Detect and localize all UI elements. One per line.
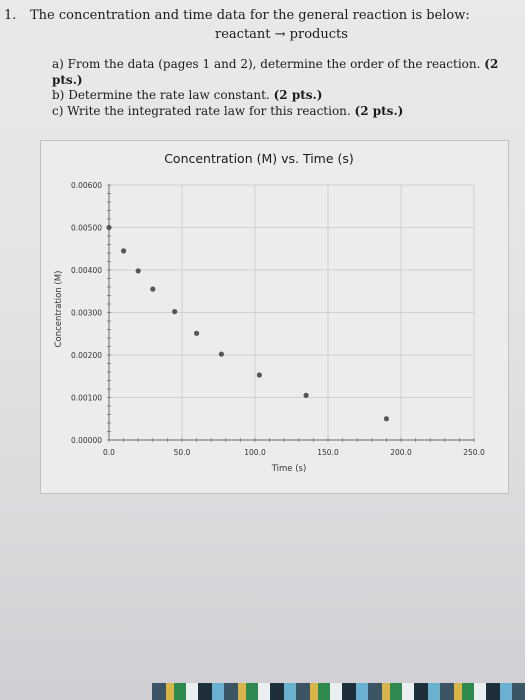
- reaction-equation: reactant → products: [215, 27, 348, 42]
- y-axis-label: Concentration (M): [54, 271, 64, 348]
- x-tick-label: 250.0: [463, 448, 485, 457]
- scatter-chart: Concentration (M) vs. Time (s) 0.00000 0.…: [40, 140, 509, 494]
- data-point: [383, 416, 389, 422]
- axes: [107, 184, 475, 442]
- data-point: [150, 286, 156, 292]
- x-tick-label: 200.0: [390, 448, 412, 457]
- data-point: [218, 351, 225, 357]
- y-tick-label: 0.00200: [71, 351, 102, 360]
- part-a: a) From the data (pages 1 and 2), determ…: [52, 57, 499, 87]
- question-intro: The concentration and time data for the …: [30, 8, 470, 23]
- y-tick-label: 0.00300: [71, 309, 102, 318]
- y-tick-label: 0.00000: [71, 436, 102, 445]
- x-tick-label: 0.0: [103, 448, 115, 457]
- y-tick-label: 0.00600: [71, 181, 102, 190]
- tick-labels: 0.00000 0.00100 0.00200 0.00300 0.00400 0.005…: [71, 181, 485, 457]
- grid-lines: [108, 184, 475, 441]
- x-axis-label: Time (s): [271, 464, 307, 474]
- data-point: [194, 330, 200, 336]
- desk-edge-strip: [152, 683, 525, 700]
- part-b: b) Determine the rate law constant. (2 p…: [52, 88, 323, 102]
- x-tick-label: 50.0: [174, 448, 191, 457]
- data-point: [121, 248, 127, 254]
- data-point: [172, 309, 178, 315]
- x-tick-label: 150.0: [317, 448, 339, 457]
- chart-title: Concentration (M) vs. Time (s): [164, 151, 354, 166]
- question-number: 1.: [4, 8, 17, 23]
- y-tick-label: 0.00500: [71, 224, 102, 233]
- data-point: [256, 372, 262, 378]
- data-point: [135, 268, 141, 274]
- question-parts: a) From the data (pages 1 and 2), determ…: [52, 57, 525, 119]
- data-points: [106, 224, 389, 422]
- part-c: c) Write the integrated rate law for thi…: [52, 103, 404, 118]
- data-point: [303, 392, 309, 398]
- y-tick-label: 0.00100: [71, 394, 102, 403]
- data-point: [106, 224, 112, 231]
- chart-svg: Concentration (M) vs. Time (s) 0.000000.…: [54, 151, 485, 474]
- x-tick-label: 100.0: [244, 448, 266, 457]
- y-tick-label: 0.00400: [71, 266, 102, 275]
